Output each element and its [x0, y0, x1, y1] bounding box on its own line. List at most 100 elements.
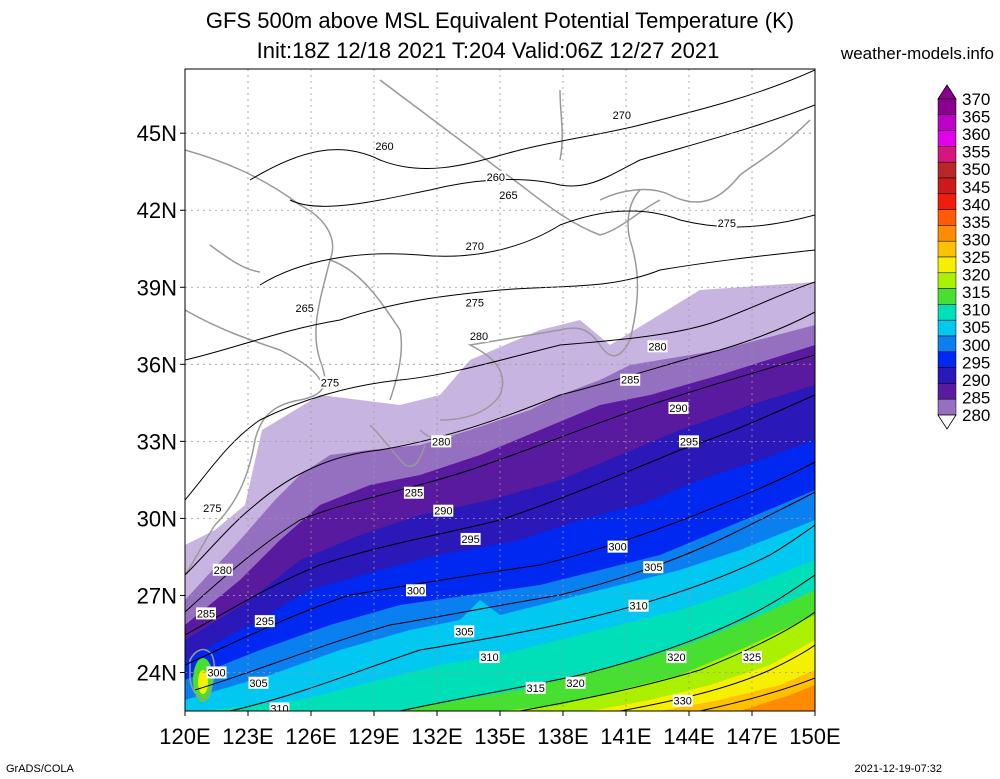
svg-text:320: 320: [566, 678, 584, 690]
contour-label: 300: [406, 584, 426, 597]
colorbar-top-arrow: [937, 84, 957, 100]
svg-text:315: 315: [527, 683, 545, 695]
svg-text:310: 310: [480, 652, 498, 664]
svg-text:270: 270: [466, 241, 484, 253]
colorbar-swatch: [937, 383, 957, 400]
colorbar-swatch: [937, 98, 957, 116]
colorbar-level-label: 370: [962, 90, 990, 109]
svg-text:275: 275: [203, 503, 221, 515]
colorbar-swatch: [937, 256, 957, 274]
contour-label: 315: [525, 681, 546, 695]
svg-text:300: 300: [207, 667, 225, 679]
colorbar-swatch: [937, 114, 957, 131]
contour-label: 265: [498, 188, 519, 202]
contour-label: 325: [742, 651, 762, 664]
svg-text:275: 275: [321, 377, 339, 389]
svg-text:280: 280: [648, 341, 666, 353]
lon-tick-label: 132E: [411, 724, 462, 749]
colorbar-level-label: 285: [962, 388, 990, 407]
lon-tick-label: 147E: [726, 724, 777, 749]
contour-label: 280: [469, 330, 489, 343]
svg-text:330: 330: [674, 696, 692, 708]
colorbar-swatch: [937, 335, 957, 353]
theta-e-contours: [185, 69, 815, 711]
svg-text:260: 260: [375, 141, 393, 153]
svg-text:285: 285: [405, 488, 423, 500]
svg-text:275: 275: [718, 218, 736, 230]
lat-tick-label: 33N: [137, 429, 177, 454]
lon-tick-label: 129E: [348, 724, 399, 749]
contour-label: 260: [374, 140, 395, 153]
lon-tick-label: 144E: [663, 724, 714, 749]
contour-label: 295: [679, 435, 699, 448]
svg-text:280: 280: [470, 331, 488, 343]
colorbar-swatch: [937, 146, 957, 163]
svg-text:295: 295: [256, 616, 274, 628]
colorbar-swatch: [937, 288, 957, 305]
contour-label: 275: [716, 217, 737, 230]
axis-ticks: 120E 123E 126E 129E 132E 135E 138E 141E 144E 147E…: [137, 121, 841, 749]
lon-tick-label: 126E: [285, 724, 336, 749]
contour-label: 265: [294, 301, 315, 315]
lat-tick-label: 24N: [137, 660, 177, 685]
colorbar-level-label: 295: [962, 353, 990, 372]
svg-text:300: 300: [407, 585, 425, 597]
svg-text:305: 305: [455, 626, 473, 638]
contour-label: 275: [202, 502, 223, 515]
svg-text:300: 300: [608, 542, 626, 554]
colorbar-swatch: [937, 240, 957, 258]
svg-text:280: 280: [432, 436, 450, 448]
svg-text:320: 320: [667, 652, 685, 664]
svg-text:260: 260: [487, 172, 505, 184]
svg-text:270: 270: [613, 110, 631, 122]
contour-label: 275: [319, 376, 340, 389]
footer-software: GrADS/COLA: [6, 763, 74, 775]
contour-label: 310: [628, 599, 649, 613]
contour-label-layer: 260 260 265 265 270 270 275 275 275 275 280 280 280 2…: [196, 109, 762, 715]
colorbar-swatch: [937, 367, 957, 384]
contour-label: 275: [464, 296, 485, 310]
contour-label: 310: [269, 702, 290, 715]
colorbar-level-label: 360: [962, 125, 990, 144]
contour-label: 300: [206, 666, 227, 679]
colorbar-level-label: 330: [962, 230, 990, 249]
contour-label: 300: [607, 540, 628, 554]
colorbar-swatch: [937, 161, 957, 179]
colorbar-bottom-arrow: [937, 414, 957, 430]
colorbar-level-label: 350: [962, 160, 990, 179]
colorbar-swatch: [937, 225, 957, 242]
svg-text:265: 265: [499, 190, 517, 202]
lat-tick-label: 30N: [137, 506, 177, 531]
colorbar-level-label: 365: [962, 108, 990, 127]
lon-tick-label: 150E: [789, 724, 840, 749]
colorbar-level-label: 345: [962, 178, 990, 197]
svg-text:290: 290: [434, 506, 452, 518]
colorbar-level-label: 340: [962, 195, 990, 214]
contour-label: 280: [212, 563, 233, 577]
contour-label: 295: [460, 532, 481, 546]
lat-tick-label: 45N: [137, 121, 177, 146]
svg-text:275: 275: [466, 298, 484, 310]
lat-lon-gridlines: [185, 69, 815, 711]
colorbar-level-label: 280: [962, 406, 990, 425]
colorbar-swatch: [937, 398, 957, 416]
lat-tick-label: 27N: [137, 583, 177, 608]
contour-label: 330: [672, 694, 693, 708]
svg-text:295: 295: [680, 436, 698, 448]
contour-label: 290: [433, 504, 454, 518]
lon-tick-label: 135E: [474, 724, 525, 749]
theta-e-shaded-field: 260 260 265 265 270 270 275 275 275 275 280 280 280 2…: [185, 69, 815, 715]
contour-label: 280: [431, 435, 452, 448]
colorbar: 3703653603553503453403353303253203153103…: [937, 84, 990, 430]
svg-text:310: 310: [270, 703, 288, 715]
colorbar-swatch: [937, 130, 957, 147]
contour-label: 285: [196, 607, 216, 620]
colorbar-swatch: [937, 319, 957, 337]
map-title-line1: GFS 500m above MSL Equivalent Potential …: [205, 8, 795, 33]
site-watermark: weather-models.info: [840, 44, 994, 63]
colorbar-level-label: 290: [962, 371, 990, 390]
contour-label: 270: [611, 109, 632, 122]
contour-label: 305: [248, 676, 269, 690]
lon-tick-label: 141E: [600, 724, 651, 749]
